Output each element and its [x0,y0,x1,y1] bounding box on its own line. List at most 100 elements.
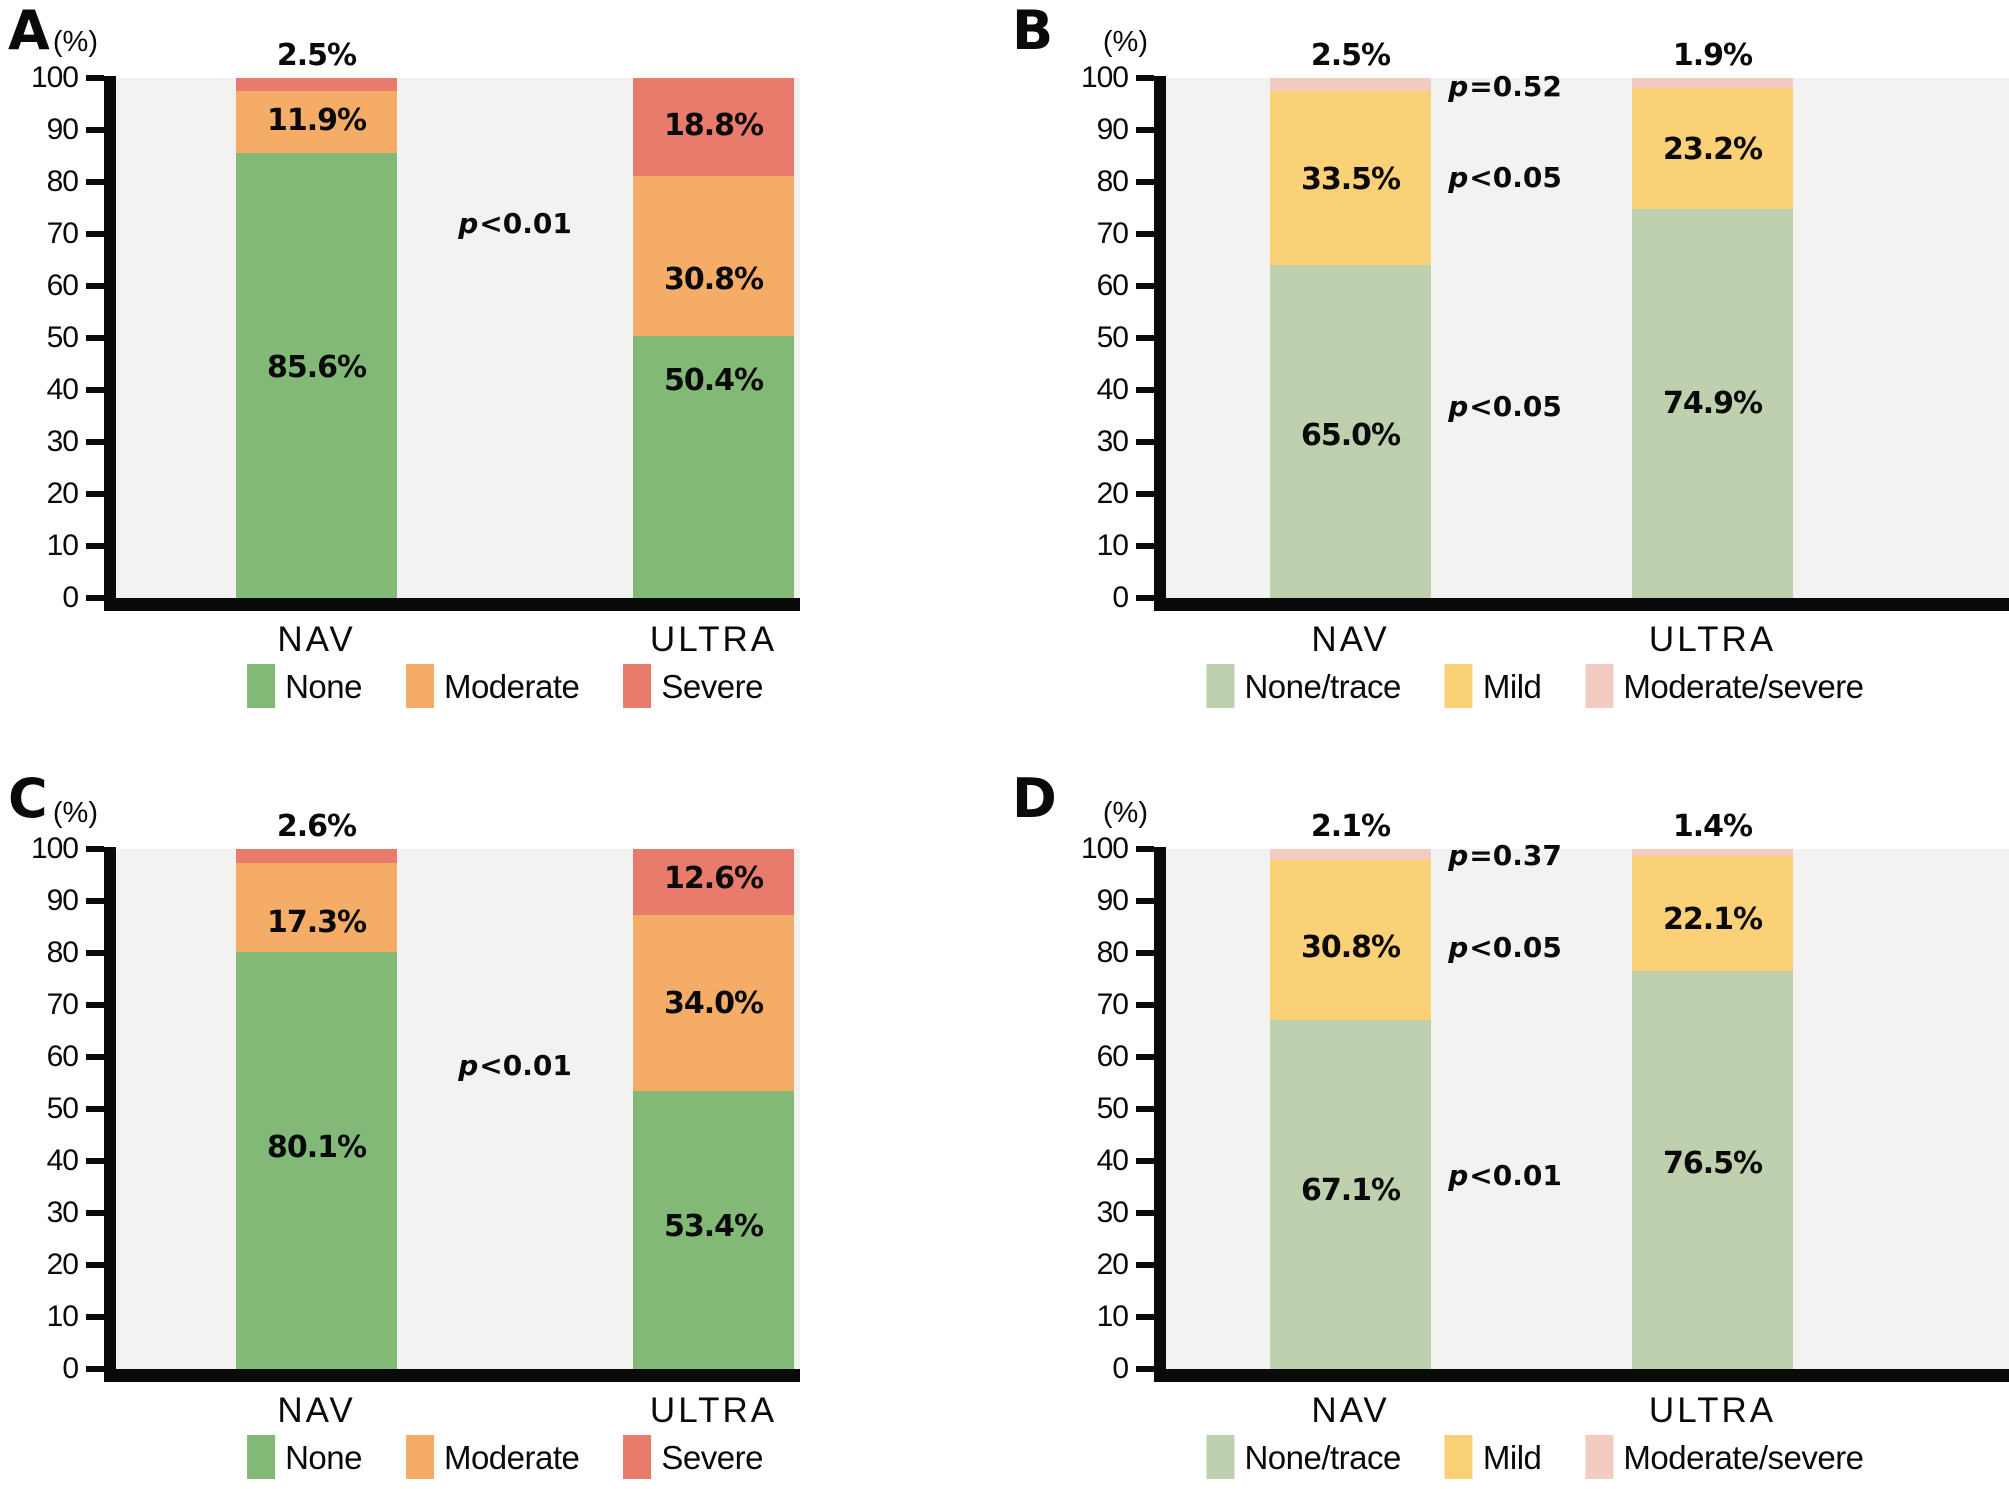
panel-c: C (%) 100 90 80 70 60 50 40 30 20 10 0 NAV 80.1% 17.3% 2… [0,745,800,1489]
bar-nav-segment-mild [1270,859,1431,1021]
bar-value-label: 2.5% [276,38,357,73]
legend-item: Severe [623,664,763,708]
y-tick-label: 0 [62,581,79,614]
y-tick-label: 90 [1096,884,1129,917]
legend-label: Moderate/severe [1623,667,1864,705]
y-tick-label: 100 [1080,832,1129,865]
y-tick [1136,335,1154,341]
x-axis-line [104,598,800,611]
legend: None Moderate Severe [247,1435,763,1479]
p-symbol: p [458,1048,479,1082]
y-tick [1136,595,1154,601]
y-tick [1136,387,1154,393]
y-tick-label: 70 [46,217,79,250]
x-category-label: ULTRA [649,1391,778,1430]
x-category-label: NAV [1311,1391,1390,1430]
bar-value-label: 85.6% [266,350,367,386]
y-tick [86,231,104,237]
legend-label: None [285,667,362,705]
bar-nav-segment-severe [236,849,397,863]
bar-nav-segment-moderate [236,91,397,153]
p-value-label: p<0.01 [1448,1158,1562,1192]
bar-ultra-segment-moderate-severe [1632,849,1793,857]
y-tick-label: 10 [1096,1300,1129,1333]
y-tick-label: 60 [46,269,79,302]
legend-label: Mild [1482,667,1542,705]
x-category-label: ULTRA [1648,1391,1777,1430]
bar-nav-segment-none [236,152,397,598]
y-tick-label: 40 [1096,373,1129,406]
y-axis-unit-label: (%) [52,797,98,829]
y-tick [86,439,104,445]
legend-label: None/trace [1244,667,1401,705]
legend-label: Severe [661,1438,763,1476]
y-tick-label: 90 [1096,113,1129,146]
y-tick [86,1210,104,1216]
bar-value-label: 53.4% [663,1209,764,1245]
p-value-label: p=0.37 [1448,838,1562,872]
p-value-label: p<0.01 [458,207,572,241]
y-tick-label: 20 [1096,477,1129,510]
legend-swatch-moderate [405,1435,434,1479]
y-tick-label: 70 [1096,217,1129,250]
x-axis-line [1154,598,2009,611]
bar-value-label: 80.1% [266,1130,367,1166]
y-tick [86,898,104,904]
y-tick [86,1002,104,1008]
y-tick [1136,179,1154,185]
y-tick-label: 10 [46,529,79,562]
bar-value-label: 22.1% [1662,901,1763,937]
bar-nav-segment-none-trace [1270,1020,1431,1369]
legend-swatch-mild [1444,1435,1473,1479]
bar-ultra-segment-none [633,335,794,598]
y-tick-label: 90 [46,884,79,917]
legend-item: Severe [623,1435,763,1479]
legend: None/trace Mild Moderate/severe [1206,664,1864,708]
bar-value-label: 18.8% [663,108,764,144]
y-tick [86,75,104,81]
bar-value-label: 2.1% [1310,809,1391,844]
bar-nav-segment-moderate-severe [1270,78,1431,91]
y-tick-label: 30 [46,1196,79,1229]
y-tick-label: 20 [1096,1248,1129,1281]
y-tick [1136,1054,1154,1060]
legend-swatch-moderate-severe [1585,664,1614,708]
bar-value-label: 74.9% [1662,385,1763,421]
p-value-label: p=0.52 [1448,70,1562,104]
y-tick [1136,127,1154,133]
y-tick [86,543,104,549]
y-tick [1136,846,1154,852]
bar-value-label: 23.2% [1662,131,1763,167]
bar-ultra-segment-moderate [633,175,794,336]
legend-swatch-severe [623,664,652,708]
p-symbol: p [1448,70,1469,104]
bar-ultra-segment-severe [633,78,794,176]
bar-nav-segment-none-trace [1270,265,1431,598]
p-value-label: p<0.05 [1448,161,1562,195]
p-symbol: p [1448,930,1469,964]
y-tick [86,1366,104,1372]
legend: None Moderate Severe [247,664,763,708]
panel-a: A (%) 100 90 80 70 60 50 40 30 20 10 0 NAV 85.6% 11.9% 2… [0,0,800,745]
bar-nav-segment-moderate [236,862,397,953]
bar-nav-segment-none [236,952,397,1369]
y-tick [1136,1002,1154,1008]
legend-swatch-none-trace [1206,664,1235,708]
legend-swatch-moderate [405,664,434,708]
legend-swatch-none [247,1435,276,1479]
bar-ultra-segment-moderate [633,914,794,1092]
y-tick [1136,231,1154,237]
y-tick [86,335,104,341]
legend-label: Mild [1482,1438,1542,1476]
y-axis-unit-label: (%) [1102,26,1148,58]
bar-value-label: 30.8% [1300,929,1401,965]
bar-value-label: 17.3% [266,904,367,940]
legend-swatch-none [247,664,276,708]
panel-b: B (%) 100 90 80 70 60 50 40 30 20 10 0 NAV 65.0% 33.5% 2… [790,0,2009,745]
y-tick-label: 10 [1096,529,1129,562]
p-symbol: p [1448,161,1469,195]
y-tick-label: 80 [46,936,79,969]
p-symbol: p [1448,1158,1469,1192]
y-tick-label: 50 [1096,1092,1129,1125]
y-tick [1136,439,1154,445]
